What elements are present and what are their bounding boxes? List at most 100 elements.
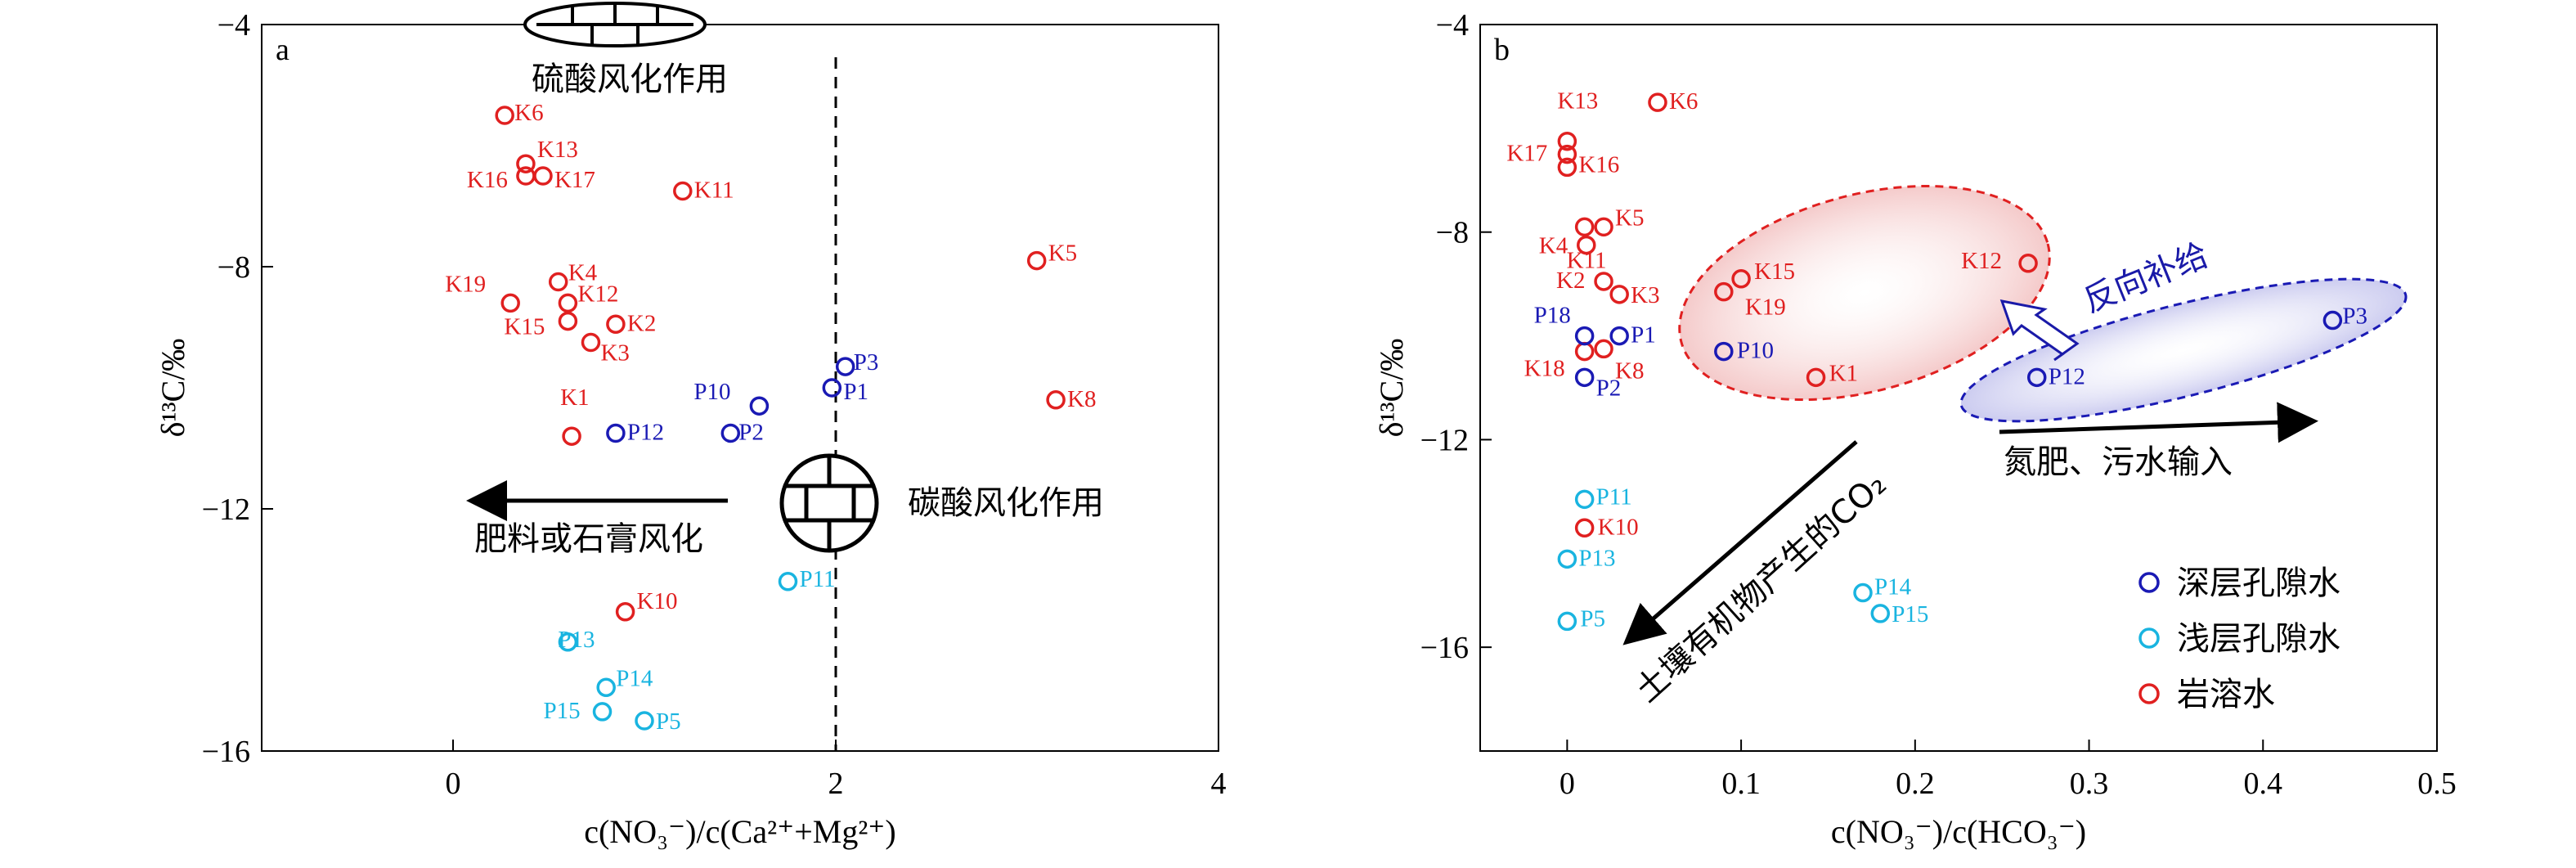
data-point-p11: [1574, 489, 1595, 510]
data-point-k10: [1574, 518, 1595, 538]
data-point-k6: [495, 106, 514, 125]
point-label-p14: P14: [1874, 574, 1912, 600]
point-label-k13: K13: [537, 137, 578, 163]
point-label-k12: K12: [577, 281, 618, 307]
data-point-k19: [500, 293, 520, 313]
data-point-p12: [2026, 367, 2047, 388]
point-label-p11: P11: [1596, 483, 1632, 510]
x-tick-label: 0.1: [1721, 767, 1761, 801]
point-label-p10: P10: [693, 379, 730, 405]
carbonic-weathering-label: 碳酸风化作用: [908, 484, 1104, 522]
point-label-k16: K16: [1578, 151, 1619, 178]
karst-recharge-ellipse: [1678, 184, 2051, 402]
panel-a-letter: a: [276, 33, 289, 67]
panel-b-plot-frame: [1479, 24, 2438, 752]
deep-water-ellipse: [1959, 277, 2408, 423]
data-point-p3: [2322, 310, 2343, 331]
panel-b-y-axis-title: δ¹³C/‰: [1373, 339, 1410, 438]
point-label-k4: K4: [568, 260, 598, 286]
legend-label-deep: 深层孔隙水: [2177, 564, 2340, 602]
data-point-p10: [1714, 341, 1734, 362]
data-point-k16: [516, 166, 536, 186]
data-point-p14: [596, 677, 616, 698]
data-point-p1: [1609, 326, 1629, 346]
point-label-k17: K17: [1506, 141, 1547, 167]
data-point-p13: [558, 632, 578, 652]
data-point-k3: [581, 332, 601, 353]
legend-label-shallow: 浅层孔隙水: [2177, 620, 2340, 658]
data-point-p11: [778, 572, 798, 591]
data-point-k12: [558, 293, 578, 313]
data-point-k11: [673, 181, 693, 201]
panel-a-y-ticks: −4 −8 −12 −16: [202, 8, 273, 769]
x-tick-label: 0.3: [2070, 767, 2109, 801]
point-label-k10: K10: [1598, 514, 1639, 540]
y-tick-label: −12: [1420, 423, 1469, 457]
point-label-k18: K18: [1524, 356, 1565, 382]
data-point-k8: [1594, 339, 1613, 359]
carbonic-weathering-symbol: [779, 453, 879, 553]
data-point-p18: [1574, 326, 1595, 346]
point-label-k5: K5: [1048, 241, 1077, 267]
data-point-k8: [1046, 390, 1066, 410]
reverse-recharge-arrow: [1999, 299, 2080, 362]
data-point-p5: [635, 711, 654, 731]
soil-co2-arrow: [1622, 440, 1858, 645]
point-label-k17: K17: [554, 167, 595, 193]
data-point-p14: [1853, 582, 1873, 603]
y-tick-label: −16: [1420, 631, 1469, 665]
panel-a-x-axis-title: c(NO₃⁻)/c(Ca²⁺+Mg²⁺): [584, 813, 896, 850]
legend-label-karst: 岩溶水: [2177, 676, 2275, 713]
point-label-k6: K6: [514, 100, 543, 126]
point-label-k12: K12: [1961, 248, 2002, 274]
point-label-p15: P15: [544, 698, 581, 724]
point-label-k2: K2: [627, 310, 656, 336]
point-label-p13: P13: [1578, 545, 1615, 571]
data-point-k1: [1806, 367, 1826, 388]
x-tick-label: 0: [1560, 767, 1575, 801]
point-label-p11: P11: [800, 566, 836, 592]
x-tick-label: 0.5: [2417, 767, 2457, 801]
data-point-p2: [720, 423, 741, 443]
point-label-k15: K15: [1754, 259, 1795, 285]
panel-b-points: K6 K13 K17 K16 K11 K5 K4 K2 K3 K15 K19 K12 K18 K8 K1 K1…: [1506, 88, 2367, 632]
legend-marker-shallow: [2138, 627, 2160, 649]
point-label-k2: K2: [1556, 268, 1585, 294]
nitrogen-fertilizer-label: 氮肥、污水输入: [2004, 443, 2233, 481]
point-label-p2: P2: [738, 420, 764, 446]
y-tick-label: −4: [218, 8, 250, 43]
soil-co2-label: 土壤有机物产生的CO₂: [1628, 465, 1894, 710]
point-label-p1: P1: [843, 379, 868, 405]
point-label-k4: K4: [1539, 233, 1568, 259]
point-label-p1: P1: [1631, 322, 1656, 349]
x-tick-label: 2: [828, 767, 844, 801]
panel-a-y-axis-title: δ¹³C/‰: [155, 339, 191, 438]
sulfuric-weathering-label: 硫酸风化作用: [532, 61, 728, 98]
point-label-p5: P5: [656, 708, 681, 735]
panel-a-plot-frame: [261, 24, 1219, 752]
y-tick-label: −12: [202, 492, 250, 527]
point-label-k13: K13: [1557, 88, 1598, 115]
data-point-k3: [1609, 285, 1629, 304]
data-point-k1: [562, 426, 581, 446]
x-tick-label: 4: [1211, 767, 1227, 801]
y-tick-label: −4: [1436, 8, 1469, 43]
point-label-k1: K1: [560, 385, 589, 411]
sulfuric-weathering-symbol: [523, 2, 707, 47]
fertilizer-gypsum-label: 肥料或石膏风化: [474, 520, 703, 558]
point-label-p15: P15: [1892, 601, 1928, 627]
data-point-k13: [516, 154, 536, 173]
point-label-p3: P3: [854, 349, 879, 376]
point-label-k11: K11: [1567, 247, 1607, 273]
point-label-k8: K8: [1615, 358, 1644, 384]
y-tick-label: −16: [202, 735, 250, 769]
data-point-k17: [1557, 144, 1577, 164]
legend-marker-deep: [2138, 572, 2160, 593]
data-point-k2: [1594, 272, 1613, 291]
data-point-p2: [1574, 367, 1595, 388]
panel-b-letter: b: [1494, 33, 1510, 67]
point-label-p14: P14: [616, 665, 653, 691]
